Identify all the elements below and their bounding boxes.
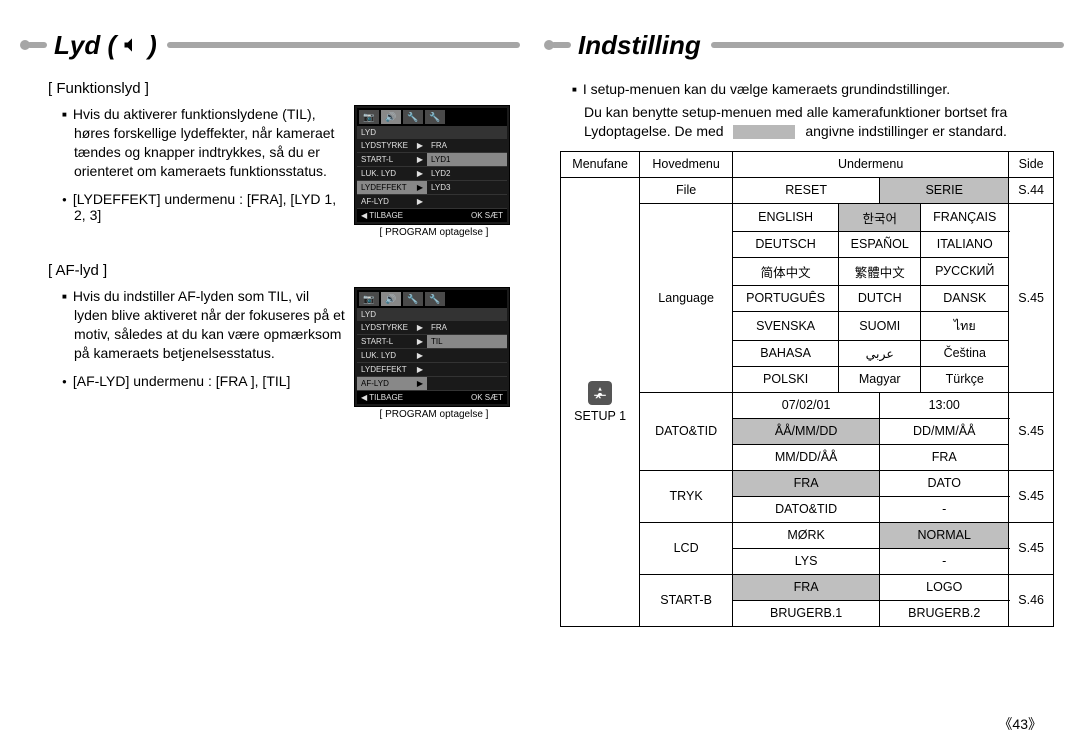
- main-cell: START-B: [640, 574, 733, 626]
- th-undermenu: Undermenu: [733, 151, 1009, 177]
- sub-cell: ESPAÑOL: [839, 231, 921, 257]
- sub-cell: SUOMI: [839, 311, 921, 340]
- menutab-cell: SETUP 1: [561, 177, 640, 626]
- setup-icon: [588, 381, 612, 405]
- sub-cell: FRA: [733, 470, 880, 496]
- sub-cell: DUTCH: [839, 285, 921, 311]
- th-side: Side: [1009, 151, 1054, 177]
- sub-cell: ENGLISH: [733, 203, 839, 231]
- section1-text: Hvis du aktiverer funktionslydene (TIL),…: [20, 105, 346, 237]
- sub-cell: POLSKI: [733, 366, 839, 392]
- sub-cell: SERIE: [880, 177, 1009, 203]
- sub-cell: ไทย: [921, 311, 1009, 340]
- sub-cell: 한국어: [839, 203, 921, 231]
- lcd2-caption: [ PROGRAM optagelse ]: [354, 409, 514, 420]
- side-cell: S.45: [1009, 392, 1054, 470]
- main-cell: Language: [640, 203, 733, 392]
- heading-text-2: ): [148, 30, 157, 61]
- sub-cell: РУССКИЙ: [921, 257, 1009, 285]
- speaker-icon: [122, 35, 142, 55]
- sub-cell: 简体中文: [733, 257, 839, 285]
- sub-cell: 13:00: [880, 392, 1009, 418]
- section1-para: Hvis du aktiverer funktionslydene (TIL),…: [74, 105, 346, 181]
- section2-title: [ AF-lyd ]: [48, 262, 520, 279]
- sub-cell: عربي: [839, 340, 921, 366]
- sub-cell: MM/DD/ÅÅ: [733, 444, 880, 470]
- side-cell: S.45: [1009, 203, 1054, 392]
- sub-cell: NORMAL: [880, 522, 1009, 548]
- side-cell: S.46: [1009, 574, 1054, 626]
- section2-text: Hvis du indstiller AF-lyden som TIL, vil…: [20, 287, 346, 403]
- intro2b: angivne indstillinger er standard.: [805, 123, 1007, 139]
- right-column: Indstilling I setup-menuen kan du vælge …: [544, 28, 1064, 726]
- sub-cell: ITALIANO: [921, 231, 1009, 257]
- sub-cell: FRANÇAIS: [921, 203, 1009, 231]
- left-column: Lyd ( ) [ Funktionslyd ] Hvis du aktiver…: [20, 28, 520, 726]
- section1-row: Hvis du aktiverer funktionslydene (TIL),…: [20, 105, 520, 238]
- main-cell: TRYK: [640, 470, 733, 522]
- heading-lyd: Lyd ( ): [20, 28, 520, 62]
- th-menufane: Menufane: [561, 151, 640, 177]
- heading-tail: [167, 42, 520, 48]
- lcd1-wrap: 📷🔊🔧🔧LYDLYDSTYRKE ▶FRASTART-L ▶LYD1LUK. L…: [354, 105, 514, 238]
- section2-para: Hvis du indstiller AF-lyden som TIL, vil…: [74, 287, 346, 363]
- th-hovedmenu: Hovedmenu: [640, 151, 733, 177]
- lcd1-caption: [ PROGRAM optagelse ]: [354, 227, 514, 238]
- sub-cell: PORTUGUÊS: [733, 285, 839, 311]
- intro-line-2: Du kan benytte setup-menuen med alle kam…: [584, 103, 1064, 141]
- side-cell: S.44: [1009, 177, 1054, 203]
- heading-title-2: Indstilling: [578, 30, 701, 61]
- main-cell: File: [640, 177, 733, 203]
- intro-line-1: I setup-menuen kan du vælge kameraets gr…: [584, 80, 1064, 99]
- sub-cell: DD/MM/ÅÅ: [880, 418, 1009, 444]
- sub-cell: SVENSKA: [733, 311, 839, 340]
- sub-cell: FRA: [880, 444, 1009, 470]
- sub-cell: FRA: [733, 574, 880, 600]
- lcd2: 📷🔊🔧🔧LYDLYDSTYRKE ▶FRASTART-L ▶TILLUK. LY…: [354, 287, 510, 407]
- heading-bar-2: [551, 42, 571, 48]
- section2-row: Hvis du indstiller AF-lyden som TIL, vil…: [20, 287, 520, 420]
- section1-title: [ Funktionslyd ]: [48, 80, 520, 97]
- sub-cell: LOGO: [880, 574, 1009, 600]
- sub-cell: 07/02/01: [733, 392, 880, 418]
- sub-cell: -: [880, 548, 1009, 574]
- page-number: 《43》: [998, 714, 1042, 734]
- sub-cell: Magyar: [839, 366, 921, 392]
- section2-bullet: [AF-LYD] undermenu : [FRA ], [TIL]: [74, 373, 346, 389]
- page: Lyd ( ) [ Funktionslyd ] Hvis du aktiver…: [0, 0, 1080, 746]
- sub-cell: Türkçe: [921, 366, 1009, 392]
- sub-cell: -: [880, 496, 1009, 522]
- sub-cell: DEUTSCH: [733, 231, 839, 257]
- settings-table: MenufaneHovedmenuUndermenuSideSETUP 1Fil…: [560, 151, 1054, 627]
- sub-cell: LYS: [733, 548, 880, 574]
- main-cell: LCD: [640, 522, 733, 574]
- sub-cell: MØRK: [733, 522, 880, 548]
- sub-cell: DATO&TID: [733, 496, 880, 522]
- sub-cell: BRUGERB.1: [733, 600, 880, 626]
- heading-tail-2: [711, 42, 1064, 48]
- heading-text-1: Lyd (: [54, 30, 116, 61]
- lcd1: 📷🔊🔧🔧LYDLYDSTYRKE ▶FRASTART-L ▶LYD1LUK. L…: [354, 105, 510, 225]
- heading-bar: [27, 42, 47, 48]
- main-cell: DATO&TID: [640, 392, 733, 470]
- side-cell: S.45: [1009, 470, 1054, 522]
- sub-cell: RESET: [733, 177, 880, 203]
- sub-cell: DANSK: [921, 285, 1009, 311]
- section1-bullet: [LYDEFFEKT] undermenu : [FRA], [LYD 1, 2…: [74, 191, 346, 223]
- sub-cell: DATO: [880, 470, 1009, 496]
- sub-cell: BRUGERB.2: [880, 600, 1009, 626]
- lcd2-wrap: 📷🔊🔧🔧LYDLYDSTYRKE ▶FRASTART-L ▶TILLUK. LY…: [354, 287, 514, 420]
- sub-cell: ÅÅ/MM/DD: [733, 418, 880, 444]
- side-cell: S.45: [1009, 522, 1054, 574]
- default-chip: [733, 125, 795, 139]
- heading-title: Lyd ( ): [54, 30, 157, 61]
- sub-cell: 繁體中文: [839, 257, 921, 285]
- sub-cell: BAHASA: [733, 340, 839, 366]
- heading-indstilling: Indstilling: [544, 28, 1064, 62]
- table-row: SETUP 1FileRESETSERIES.44: [561, 177, 1054, 203]
- sub-cell: Čeština: [921, 340, 1009, 366]
